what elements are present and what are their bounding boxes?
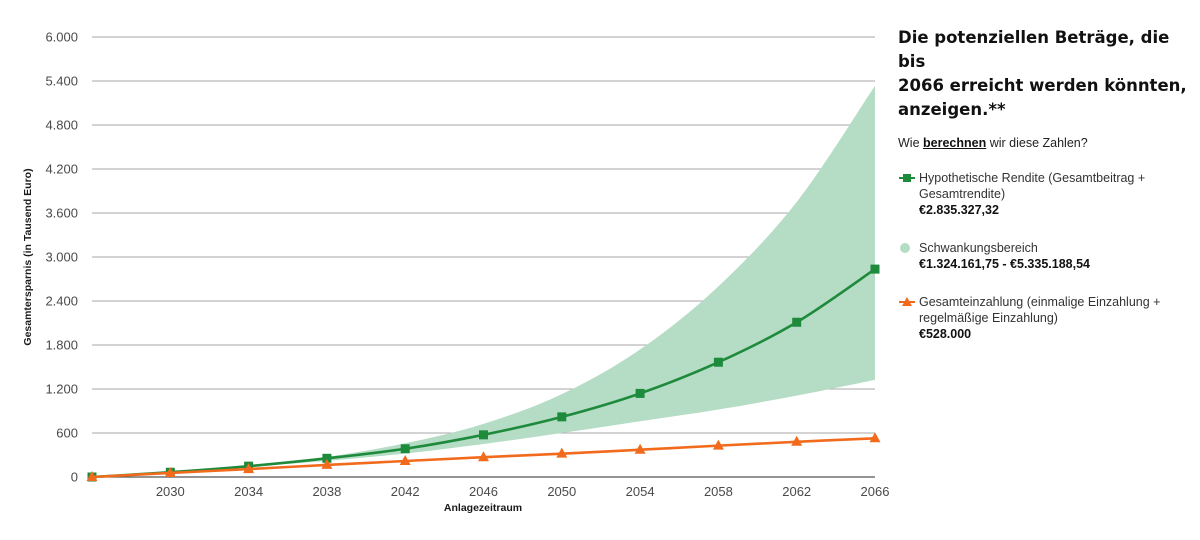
data-point xyxy=(870,264,880,274)
y-axis-title: Gesamtersparnis (in Tausend Euro) xyxy=(22,168,34,345)
legend-item-total-deposit: Gesamteinzahlung (einmalige Einzahlung +… xyxy=(898,294,1188,342)
y-tick-label: 3.000 xyxy=(45,250,78,265)
legend-value: €528.000 xyxy=(919,327,972,341)
data-point xyxy=(400,444,410,454)
calculation-question: Wie berechnen wir diese Zahlen? xyxy=(898,136,1188,150)
data-point xyxy=(712,439,724,450)
x-tick-label: 2066 xyxy=(861,484,890,499)
x-tick-label: 2054 xyxy=(626,484,655,499)
legend-label: Gesamteinzahlung (einmalige Einzahlung + xyxy=(919,295,1161,309)
y-tick-label: 2.400 xyxy=(45,294,78,309)
line-square-icon xyxy=(899,174,915,182)
x-tick-label: 2034 xyxy=(234,484,263,499)
data-point xyxy=(634,443,646,454)
data-point xyxy=(322,453,332,463)
panel-title-line: Die potenziellen Beträge, die bis xyxy=(898,28,1170,71)
y-tick-label: 600 xyxy=(56,426,78,441)
x-tick-label: 2062 xyxy=(782,484,811,499)
line-triangle-icon xyxy=(899,297,915,306)
x-axis-title: Anlagezeitraum xyxy=(444,502,522,514)
x-tick-label: 2050 xyxy=(547,484,576,499)
legend-label: Hypothetische Rendite (Gesamtbeitrag + xyxy=(919,171,1146,185)
data-point xyxy=(869,432,881,443)
data-point xyxy=(243,463,255,474)
legend-value: €1.324.161,75 - €5.335.188,54 xyxy=(919,257,1090,271)
legend-item-fluctuation-range: Schwankungsbereich €1.324.161,75 - €5.33… xyxy=(898,240,1188,272)
y-tick-label: 1.200 xyxy=(45,382,78,397)
x-tick-label: 2038 xyxy=(312,484,341,499)
data-point xyxy=(557,412,567,422)
data-point xyxy=(556,447,568,458)
data-point xyxy=(478,451,489,462)
band-layer xyxy=(92,85,875,478)
panel-title-line: anzeigen.** xyxy=(898,100,1006,119)
data-point xyxy=(791,435,803,446)
legend-label: Gesamtrendite) xyxy=(919,187,1006,201)
series-layer xyxy=(86,264,881,482)
data-point xyxy=(86,471,98,481)
data-point xyxy=(321,458,333,469)
y-tick-label: 0 xyxy=(71,470,78,485)
calculation-link[interactable]: berechnen xyxy=(923,136,987,150)
legend-label: Schwankungsbereich xyxy=(919,241,1038,255)
chart-area: 0 600 1.200 1.800 2.400 3.000 3.600 4.200 4.800 5… xyxy=(22,30,890,515)
data-point xyxy=(713,357,723,367)
y-tick-label: 1.800 xyxy=(45,338,78,353)
data-point xyxy=(479,430,488,440)
legend-label: regelmäßige Einzahlung) xyxy=(919,311,1058,325)
data-point xyxy=(635,388,645,398)
data-point xyxy=(164,466,176,477)
fluctuation-band xyxy=(92,85,875,478)
series-total-deposit xyxy=(86,432,881,481)
x-axis: 2030 2034 2038 2042 2046 2050 2054 2058 2062 2066 xyxy=(156,484,890,499)
question-suffix: wir diese Zahlen? xyxy=(989,136,1088,150)
y-tick-label: 3.600 xyxy=(45,206,78,221)
series-line xyxy=(91,268,876,479)
x-tick-label: 2030 xyxy=(156,484,185,499)
line-chart: 0 600 1.200 1.800 2.400 3.000 3.600 4.200 4.800 5… xyxy=(22,30,890,515)
data-point xyxy=(399,455,411,466)
x-tick-label: 2042 xyxy=(391,484,420,499)
data-point xyxy=(792,317,802,327)
grid-layer xyxy=(92,36,875,478)
question-prefix: Wie xyxy=(898,136,920,150)
legend-item-hypothetical-return: Hypothetische Rendite (Gesamtbeitrag + G… xyxy=(898,170,1188,218)
side-panel: Die potenziellen Beträge, die bis 2066 e… xyxy=(898,26,1188,364)
y-tick-label: 4.800 xyxy=(45,118,78,133)
circle-icon xyxy=(900,243,910,253)
x-tick-label: 2058 xyxy=(704,484,733,499)
y-tick-label: 6.000 xyxy=(45,30,78,45)
y-tick-label: 4.200 xyxy=(45,162,78,177)
panel-title: Die potenziellen Beträge, die bis 2066 e… xyxy=(898,26,1188,122)
y-axis: 0 600 1.200 1.800 2.400 3.000 3.600 4.200 4.800 5… xyxy=(45,30,78,485)
panel-title-line: 2066 erreicht werden könnten, xyxy=(898,76,1187,95)
y-tick-label: 5.400 xyxy=(45,74,78,89)
x-tick-label: 2046 xyxy=(469,484,498,499)
legend-value: €2.835.327,32 xyxy=(919,203,999,217)
